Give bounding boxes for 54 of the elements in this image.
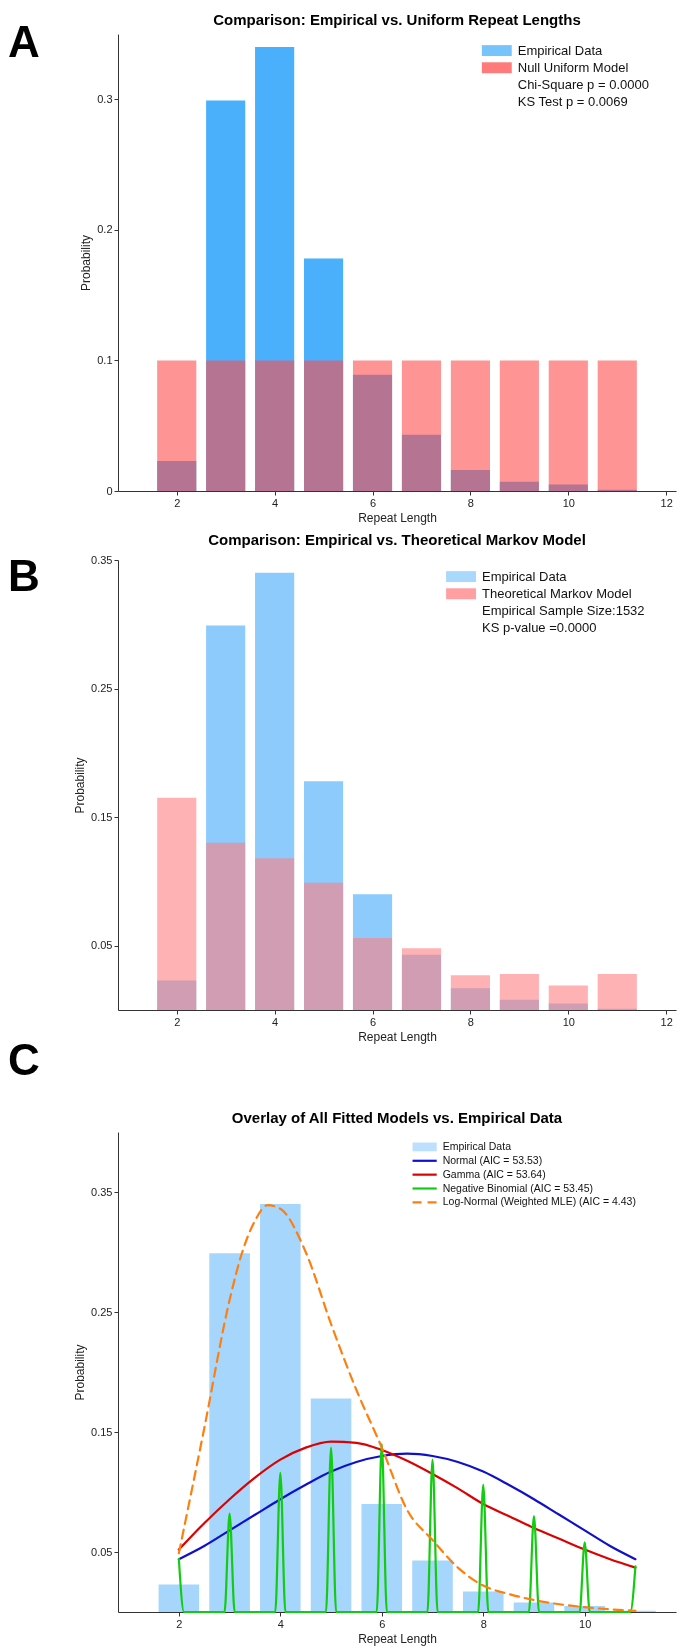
x-tick-label: 6: [369, 496, 377, 509]
x-tick-label: 4: [272, 496, 279, 509]
legend-label: Negative Binomial (AIC = 53.45): [442, 1181, 593, 1194]
x-tick-label: 10: [562, 496, 575, 509]
x-tick-label: 4: [272, 1015, 279, 1028]
y-tick-label: 0.35: [91, 1185, 113, 1198]
x-tick-label: 12: [660, 1015, 673, 1028]
y-tick-label: 0.05: [91, 1545, 113, 1558]
y-axis-title: Probability: [79, 234, 94, 292]
y-tick-label: 0.1: [97, 353, 113, 366]
x-axis-title: Repeat Length: [358, 1029, 437, 1044]
x-tick-label: 2: [176, 1617, 183, 1630]
text: A: [8, 17, 40, 66]
x-tick-label: 2: [174, 1015, 181, 1028]
annotation: KS Test p = 0.0069: [517, 94, 628, 110]
x-axis-title: Repeat Length: [358, 510, 437, 525]
y-tick-label: 0.35: [91, 553, 113, 566]
x-tick-label: 4: [277, 1617, 284, 1630]
y-axis-title: Probability: [73, 757, 88, 814]
annotation: KS p-value =0.0000: [482, 620, 597, 636]
y-tick-label: 0.05: [91, 939, 113, 952]
y-tick-label: 0.25: [91, 1305, 113, 1318]
y-axis-title: Probability: [73, 1344, 88, 1401]
x-tick-label: 6: [379, 1617, 386, 1630]
y-tick-label: 0.15: [91, 810, 113, 823]
legend-label: Theoretical Markov Model: [482, 585, 632, 601]
y-tick-label: 0.2: [97, 223, 113, 236]
x-tick-label: 8: [467, 496, 474, 509]
text: C: [8, 1035, 40, 1084]
annotation: Empirical Sample Size:1532: [482, 602, 645, 618]
chart-title: Comparison: Empirical vs. Uniform Repeat Lengths: [213, 11, 581, 28]
x-tick-label: 2: [174, 496, 181, 509]
annotation: Chi-Square p = 0.0000: [517, 76, 649, 92]
legend-label: Normal (AIC = 53.53): [442, 1153, 543, 1166]
x-tick-label: 6: [369, 1015, 377, 1028]
x-axis-title: Repeat Length: [358, 1631, 437, 1646]
text: B: [8, 551, 40, 600]
legend-label: Gamma (AIC = 53.64): [442, 1167, 546, 1180]
legend-label: Null Uniform Model: [517, 59, 629, 75]
legend-label: Empirical Data: [482, 568, 568, 584]
x-tick-label: 8: [480, 1617, 487, 1630]
x-tick-label: 8: [467, 1015, 474, 1028]
y-tick-label: 0.15: [91, 1425, 113, 1438]
legend-label: Log-Normal (Weighted MLE) (AIC = 4.43): [442, 1195, 636, 1208]
chart-title: Comparison: Empirical vs. Theoretical Markov Model: [208, 531, 586, 548]
legend-label: Empirical Data: [517, 42, 604, 58]
chart-title: Overlay of All Fitted Models vs. Empirical Data: [231, 1109, 563, 1126]
legend-label: Empirical Data: [442, 1139, 512, 1152]
x-tick-label: 10: [579, 1617, 592, 1630]
y-tick-label: 0.25: [91, 682, 113, 695]
x-tick-label: 12: [660, 496, 673, 509]
y-tick-label: 0: [106, 484, 113, 497]
x-tick-label: 10: [562, 1015, 575, 1028]
y-tick-label: 0.3: [97, 92, 113, 105]
